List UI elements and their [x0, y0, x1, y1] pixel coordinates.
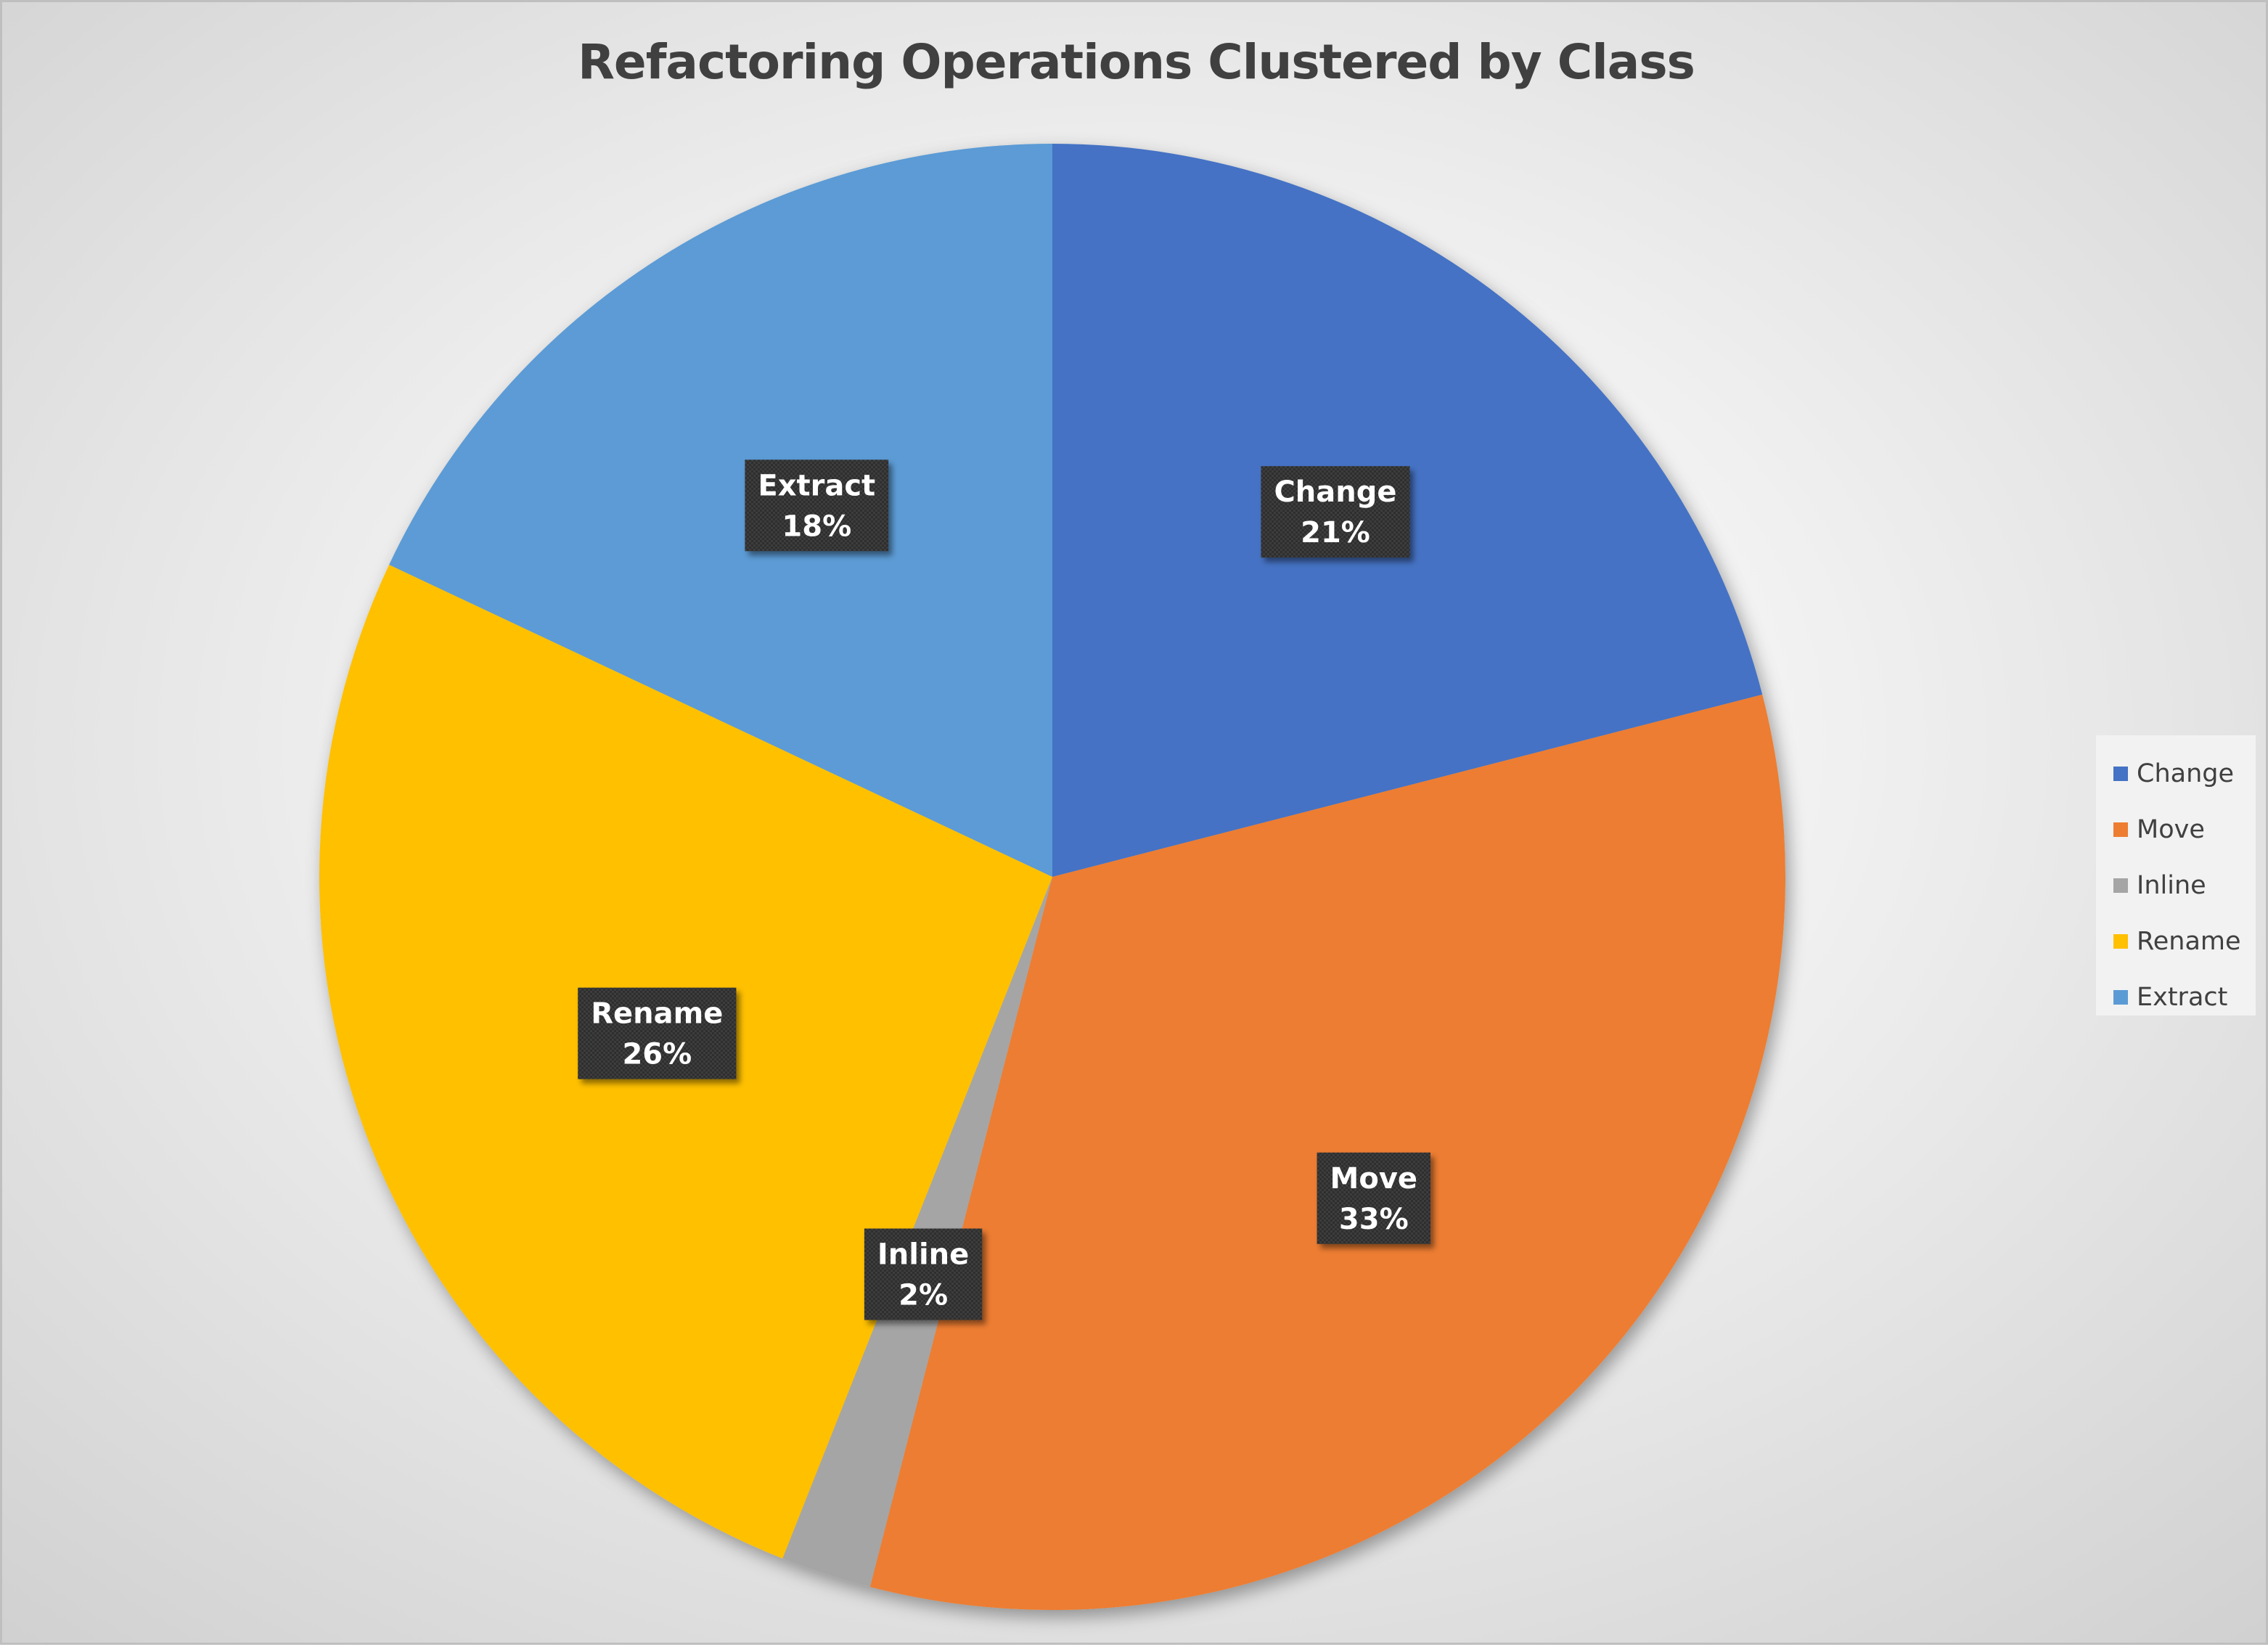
legend-item-inline: Inline — [2096, 857, 2256, 913]
legend-item-change: Change — [2096, 745, 2256, 801]
data-label-box-extract — [745, 459, 889, 552]
legend-label-inline: Inline — [2137, 870, 2206, 900]
legend-label-move: Move — [2137, 814, 2205, 844]
legend-label-rename: Rename — [2137, 926, 2241, 956]
legend: Change Move Inline Rename Extract — [2096, 735, 2256, 1015]
legend-label-change: Change — [2137, 759, 2235, 788]
pie-slice-move — [869, 694, 1786, 1610]
legend-swatch-extract — [2113, 989, 2128, 1005]
data-label-move: Move 33% — [1317, 1152, 1431, 1244]
data-label-value-extract: 18% — [782, 510, 851, 543]
legend-swatch-inline — [2113, 878, 2128, 893]
data-label-category-inline: Inline — [877, 1238, 969, 1272]
chart-title: Refactoring Operations Clustered by Clas… — [578, 34, 1695, 90]
data-label-rename: Rename 26% — [578, 987, 737, 1079]
data-label-category-move: Move — [1330, 1162, 1418, 1196]
data-label-extract: Extract 18% — [745, 459, 889, 552]
data-label-category-rename: Rename — [591, 997, 723, 1031]
data-label-inline: Inline 2% — [864, 1228, 983, 1320]
data-label-value-move: 33% — [1339, 1203, 1409, 1236]
legend-item-move: Move — [2096, 801, 2256, 857]
data-label-box-inline — [864, 1228, 983, 1320]
data-label-value-inline: 2% — [898, 1279, 948, 1312]
pie-slice-extract — [389, 144, 1052, 877]
data-label-change: Change 21% — [1261, 466, 1410, 558]
data-label-box-rename — [578, 987, 737, 1079]
legend-swatch-change — [2113, 766, 2128, 781]
legend-label-extract: Extract — [2137, 982, 2228, 1012]
data-label-value-change: 21% — [1301, 516, 1370, 549]
legend-item-rename: Rename — [2096, 913, 2256, 969]
data-label-value-rename: 26% — [622, 1038, 692, 1071]
data-label-box-change — [1261, 466, 1410, 558]
data-label-box-move — [1317, 1152, 1431, 1244]
legend-swatch-rename — [2113, 933, 2128, 949]
legend-swatch-move — [2113, 822, 2128, 837]
legend-item-extract: Extract — [2096, 969, 2256, 1025]
data-label-category-extract: Extract — [758, 469, 875, 502]
data-label-category-change: Change — [1274, 475, 1396, 509]
